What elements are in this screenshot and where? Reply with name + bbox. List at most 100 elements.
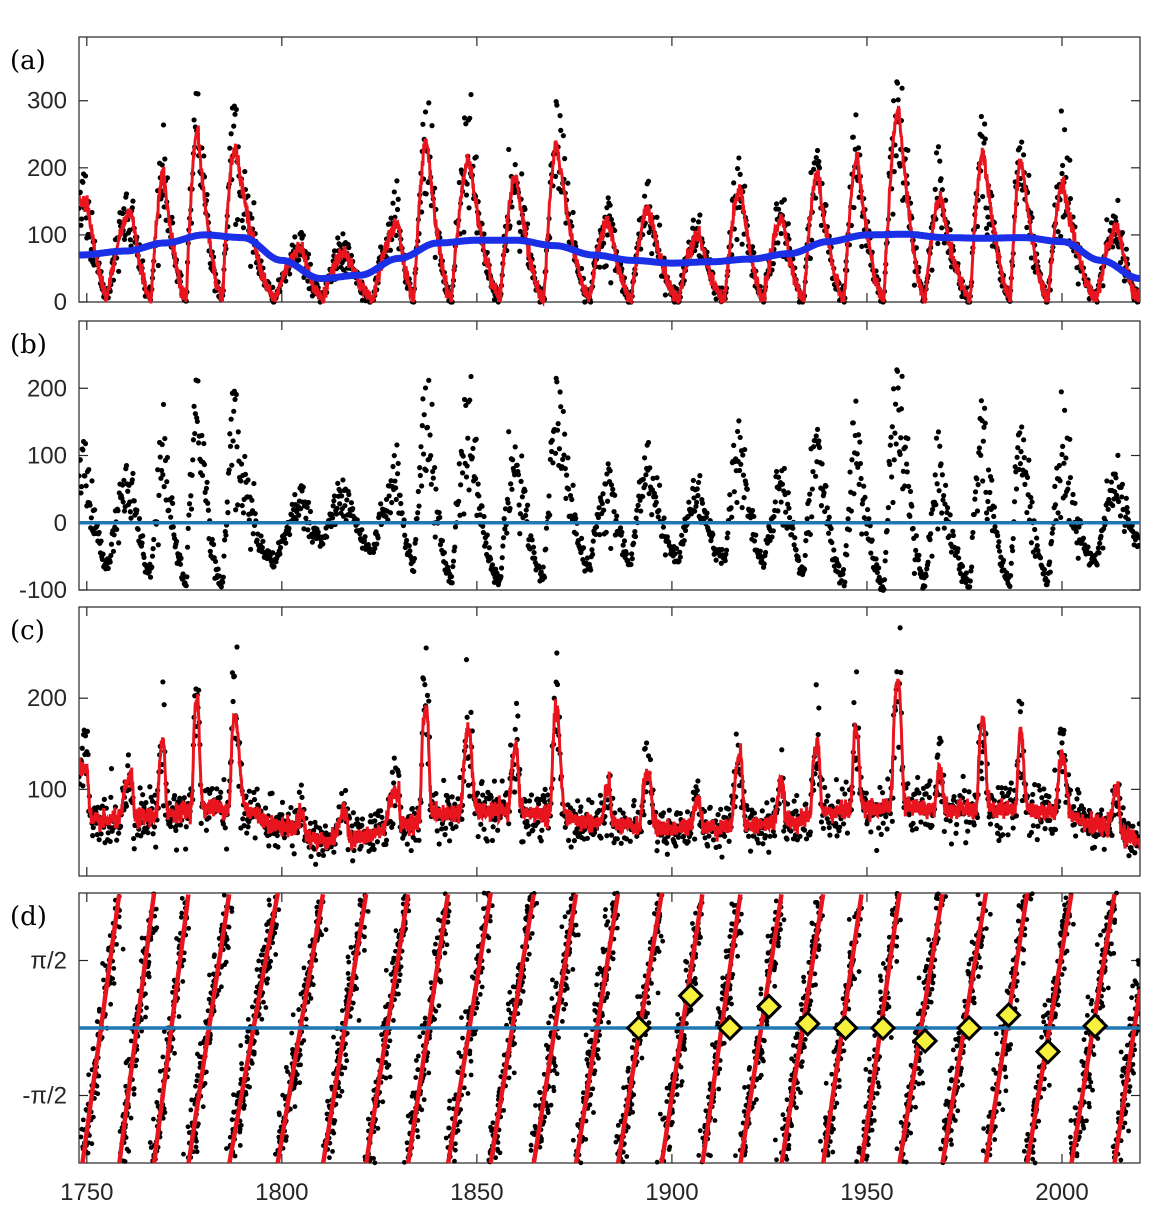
data-point (601, 240, 607, 246)
data-point (697, 473, 703, 479)
data-point (874, 569, 880, 576)
data-point (426, 377, 432, 383)
data-point (809, 486, 815, 492)
data-point (254, 786, 260, 792)
data-point (899, 373, 905, 379)
data-point (969, 564, 975, 570)
data-point (486, 545, 492, 551)
data-point (350, 810, 356, 816)
data-point (233, 391, 239, 398)
data-point (476, 493, 482, 499)
data-point (565, 455, 571, 461)
data-point (825, 530, 832, 536)
data-point (1110, 502, 1116, 509)
data-point (932, 186, 938, 192)
data-point (716, 843, 722, 850)
data-point (660, 810, 667, 816)
data-point (320, 852, 327, 859)
data-point (204, 479, 210, 485)
data-point (955, 546, 961, 552)
amplitude-points (79, 625, 1140, 867)
data-point (640, 493, 646, 500)
data-point (505, 500, 511, 506)
data-point (1136, 542, 1140, 549)
data-point (851, 491, 857, 497)
data-point (1060, 443, 1066, 449)
data-point (114, 526, 120, 533)
data-point (420, 121, 426, 127)
data-point (1091, 844, 1098, 850)
data-point (941, 525, 947, 531)
data-point (897, 451, 903, 457)
data-point (183, 846, 189, 852)
data-point (704, 510, 710, 516)
data-point (371, 846, 377, 852)
data-point (512, 162, 518, 168)
data-point (525, 823, 531, 829)
data-point (269, 790, 275, 796)
data-point (801, 566, 808, 572)
data-point (1028, 540, 1035, 546)
data-point (1045, 578, 1051, 585)
data-point (824, 798, 830, 804)
data-point (1010, 535, 1016, 542)
data-point (160, 192, 166, 198)
data-point (140, 792, 146, 798)
data-point (286, 525, 292, 531)
data-point (891, 98, 897, 104)
data-point (751, 250, 757, 256)
data-point (575, 798, 581, 804)
data-point (246, 788, 252, 794)
data-point (439, 538, 446, 544)
data-point (969, 534, 975, 540)
data-point (479, 503, 485, 509)
data-point (596, 505, 602, 511)
data-point (420, 396, 426, 402)
data-point (963, 840, 969, 846)
data-point (466, 205, 472, 211)
data-point (694, 787, 700, 793)
data-point (997, 825, 1003, 831)
data-point (192, 430, 198, 437)
data-point (788, 828, 794, 834)
data-point (506, 429, 512, 435)
data-point (429, 123, 435, 129)
data-point (79, 745, 85, 751)
data-point (692, 508, 698, 514)
data-point (766, 849, 772, 855)
data-point (177, 561, 184, 567)
data-point (465, 782, 472, 788)
data-point (463, 192, 470, 198)
data-point (729, 514, 735, 520)
data-point (1123, 495, 1129, 501)
data-point (629, 556, 635, 562)
data-point (463, 474, 470, 480)
data-point (344, 497, 350, 503)
data-point (449, 794, 455, 800)
data-point (209, 536, 215, 543)
data-point (248, 546, 254, 552)
data-point (656, 507, 662, 514)
data-point (509, 204, 515, 210)
data-point (779, 481, 786, 487)
data-point (552, 450, 559, 456)
data-point (160, 679, 166, 685)
data-point (143, 800, 149, 806)
data-point (1073, 528, 1079, 535)
data-point (538, 838, 544, 844)
data-point (230, 438, 236, 444)
data-point (287, 271, 293, 277)
data-point (982, 121, 988, 127)
data-point (173, 538, 180, 544)
data-point (372, 545, 378, 552)
data-point (160, 472, 166, 478)
data-point (79, 222, 84, 228)
data-point (1030, 823, 1036, 829)
data-point (238, 461, 245, 467)
data-point (260, 538, 266, 544)
data-point (895, 385, 901, 391)
data-point (813, 433, 819, 439)
data-point (847, 469, 853, 475)
data-point (929, 267, 935, 273)
data-point (329, 515, 336, 521)
